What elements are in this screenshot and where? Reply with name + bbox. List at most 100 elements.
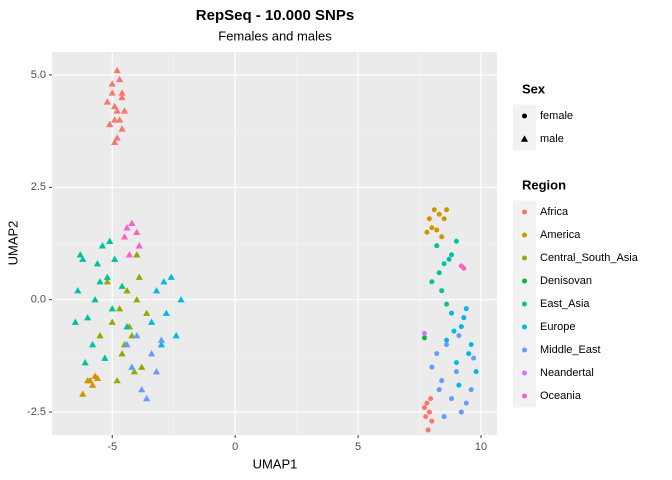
point xyxy=(439,234,445,240)
point xyxy=(177,296,185,303)
point xyxy=(74,287,82,294)
point xyxy=(147,318,156,325)
point xyxy=(128,363,136,370)
point xyxy=(423,414,429,420)
point xyxy=(456,333,462,339)
point xyxy=(439,288,445,294)
point xyxy=(108,318,116,325)
point xyxy=(453,360,459,366)
legend-label: Middle_East xyxy=(540,344,601,356)
legend-swatch xyxy=(522,232,527,238)
legend-label: Europe xyxy=(540,321,575,333)
point xyxy=(436,387,442,393)
point xyxy=(439,378,445,384)
point xyxy=(456,382,462,388)
legend-label: Oceania xyxy=(540,390,582,402)
legend-title: Sex xyxy=(522,81,546,96)
y-tick-label: 2.5 xyxy=(31,181,46,193)
x-tick-label: -5 xyxy=(107,441,117,453)
point xyxy=(71,318,79,325)
point xyxy=(441,216,447,222)
points xyxy=(71,66,479,433)
legend-swatch xyxy=(522,393,527,399)
point xyxy=(76,251,84,258)
point xyxy=(120,233,129,240)
point xyxy=(138,385,146,393)
legend-label: male xyxy=(540,133,564,145)
point xyxy=(441,414,447,420)
point xyxy=(446,256,452,262)
point xyxy=(106,120,114,128)
point xyxy=(429,418,435,424)
point xyxy=(444,207,450,213)
legend-symbol xyxy=(522,113,527,119)
point xyxy=(468,342,474,348)
point xyxy=(116,116,124,123)
point xyxy=(424,400,430,406)
point xyxy=(133,251,141,258)
legend-label: Denisovan xyxy=(540,275,592,287)
point xyxy=(421,335,427,341)
point xyxy=(444,301,450,307)
point xyxy=(101,354,109,361)
point xyxy=(88,341,97,348)
point xyxy=(434,351,440,357)
x-tick-label: 0 xyxy=(232,441,238,453)
point xyxy=(468,387,474,393)
legend-label: Africa xyxy=(540,206,569,218)
legend-symbol xyxy=(520,135,529,142)
y-tick-label: -2.5 xyxy=(27,406,46,418)
point xyxy=(96,332,104,339)
point xyxy=(113,377,121,384)
point xyxy=(91,296,99,303)
point xyxy=(108,305,116,312)
point xyxy=(421,330,427,336)
point xyxy=(453,369,459,375)
point xyxy=(111,116,119,123)
point xyxy=(429,364,435,370)
point xyxy=(172,332,180,339)
point xyxy=(123,224,131,231)
point xyxy=(449,252,455,258)
point xyxy=(135,242,143,249)
point xyxy=(426,409,432,415)
point xyxy=(86,377,94,384)
y-tick-label: 0.0 xyxy=(31,294,46,306)
point xyxy=(444,337,450,343)
point xyxy=(463,400,469,406)
point xyxy=(120,107,129,114)
point xyxy=(106,237,114,244)
point xyxy=(118,93,126,101)
legend-title: Region xyxy=(522,177,566,192)
point xyxy=(473,369,479,375)
point xyxy=(157,336,166,343)
point xyxy=(143,394,151,402)
y-axis-title: UMAP2 xyxy=(5,221,20,266)
x-axis-title: UMAP1 xyxy=(253,456,298,471)
point xyxy=(453,238,459,244)
point xyxy=(113,107,121,114)
point xyxy=(458,409,464,415)
legend-swatch xyxy=(522,301,527,307)
point xyxy=(133,228,141,235)
point xyxy=(152,368,161,375)
x-tick-label: 10 xyxy=(475,441,487,453)
point xyxy=(125,251,134,258)
point xyxy=(434,227,440,233)
legend-label: America xyxy=(540,229,581,241)
point xyxy=(431,207,437,213)
point xyxy=(118,350,126,357)
x-tick-label: 5 xyxy=(355,441,361,453)
point xyxy=(93,260,102,267)
point xyxy=(463,306,469,312)
point xyxy=(103,98,111,105)
point xyxy=(152,287,161,294)
point xyxy=(143,309,151,316)
point xyxy=(116,305,124,312)
legend-swatch xyxy=(522,209,527,215)
point xyxy=(111,255,119,262)
legend-swatch xyxy=(522,370,527,376)
point xyxy=(466,351,472,357)
point xyxy=(424,229,430,235)
